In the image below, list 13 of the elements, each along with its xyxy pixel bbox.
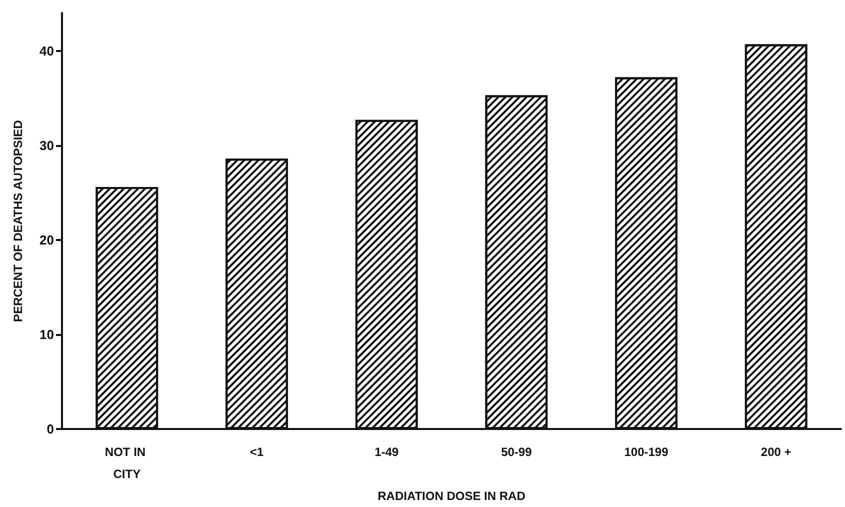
x-tick-label: 200 + [760,445,792,460]
y-axis-title: PERCENT OF DEATHS AUTOPSIED [11,120,25,322]
x-tick-label: 100-199 [624,445,669,460]
y-tick-label: 20 [40,232,54,248]
x-axis-title: RADIATION DOSE IN RAD [378,489,526,503]
y-tick-label: 40 [40,43,54,58]
x-tick-label: 1-49 [374,445,399,460]
x-tick-label: <1 [250,445,264,460]
x-tick-label: 50-99 [501,445,532,460]
y-tick-label: 10 [40,327,54,342]
x-tick-label: NOT IN CITY [104,445,149,482]
y-tick-label: 0 [46,422,54,437]
y-tick-label: 30 [40,138,54,153]
